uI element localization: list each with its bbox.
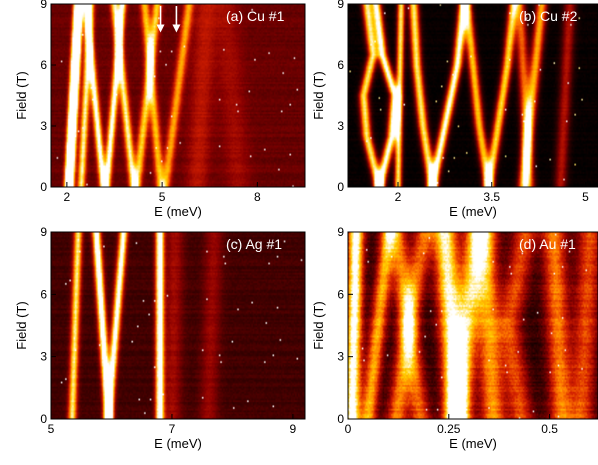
panel-3: 5 7 9 0 3 6 9 E (meV) Field (T) (c) Ag #1 (14, 225, 306, 451)
x-tick-label: 5 (159, 190, 166, 204)
y-tick-label: 0 (40, 180, 47, 194)
y-tick-label: 9 (337, 225, 344, 239)
y-tick-label: 3 (337, 350, 344, 364)
x-tick-label: 8 (254, 190, 261, 204)
panel-1: 2 5 8 0 3 6 9 E (meV) Field (T) (a) Cu #1 (14, 0, 306, 219)
panel-label: (c) Ag #1 (226, 236, 282, 252)
panel-label: (d) Au #1 (519, 236, 576, 252)
heatmap-image (51, 4, 305, 187)
y-axis-label: Field (T) (14, 71, 29, 119)
y-tick-label: 6 (40, 287, 47, 301)
y-axis-label: Field (T) (311, 71, 326, 119)
plot-frame (347, 3, 598, 188)
y-tick-label: 3 (40, 350, 47, 364)
x-tick-label: 0 (345, 422, 352, 436)
y-tick-label: 9 (40, 225, 47, 239)
plot-frame (50, 231, 306, 420)
x-axis-label: E (meV) (449, 204, 497, 219)
y-tick-label: 3 (337, 119, 344, 133)
panel-label: (b) Cu #2 (519, 8, 578, 24)
heatmap-image (51, 232, 305, 419)
panel-4: 0 0.25 0.5 0 3 6 9 E (meV) Field (T) (d) Au #1 (311, 225, 598, 451)
x-tick-label: 5 (582, 190, 589, 204)
heatmap-image (348, 232, 598, 419)
x-axis-label: E (meV) (154, 436, 202, 451)
plot-frame (347, 231, 598, 420)
y-axis-label: Field (T) (311, 301, 326, 349)
y-tick-label: 6 (40, 58, 47, 72)
y-tick-label: 6 (337, 58, 344, 72)
x-tick-label: 3.5 (483, 190, 500, 204)
x-tick-label: 2 (64, 190, 71, 204)
y-tick-label: 6 (337, 287, 344, 301)
panel-label: (a) Cu #1 (226, 8, 285, 24)
plot-frame (50, 3, 306, 188)
y-tick-label: 0 (337, 412, 344, 426)
x-axis-label: E (meV) (154, 204, 202, 219)
x-tick-label: 9 (290, 422, 297, 436)
arrow-head (172, 24, 181, 33)
x-tick-label: 0.25 (437, 422, 461, 436)
y-axis-label: Field (T) (14, 301, 29, 349)
arrow-head (156, 24, 165, 33)
x-tick-label: 5 (48, 422, 55, 436)
heatmap-image (348, 4, 598, 187)
x-tick-label: 7 (169, 422, 176, 436)
x-tick-label: 0.5 (541, 422, 558, 436)
panel-2: 2 3.5 5 0 3 6 9 E (meV) Field (T) (b) Cu #2 (311, 0, 598, 219)
x-axis-label: E (meV) (449, 436, 497, 451)
y-tick-label: 9 (40, 0, 47, 11)
y-tick-label: 0 (337, 180, 344, 194)
y-tick-label: 9 (337, 0, 344, 11)
y-tick-label: 0 (40, 412, 47, 426)
x-tick-label: 2 (395, 190, 402, 204)
y-tick-label: 3 (40, 119, 47, 133)
